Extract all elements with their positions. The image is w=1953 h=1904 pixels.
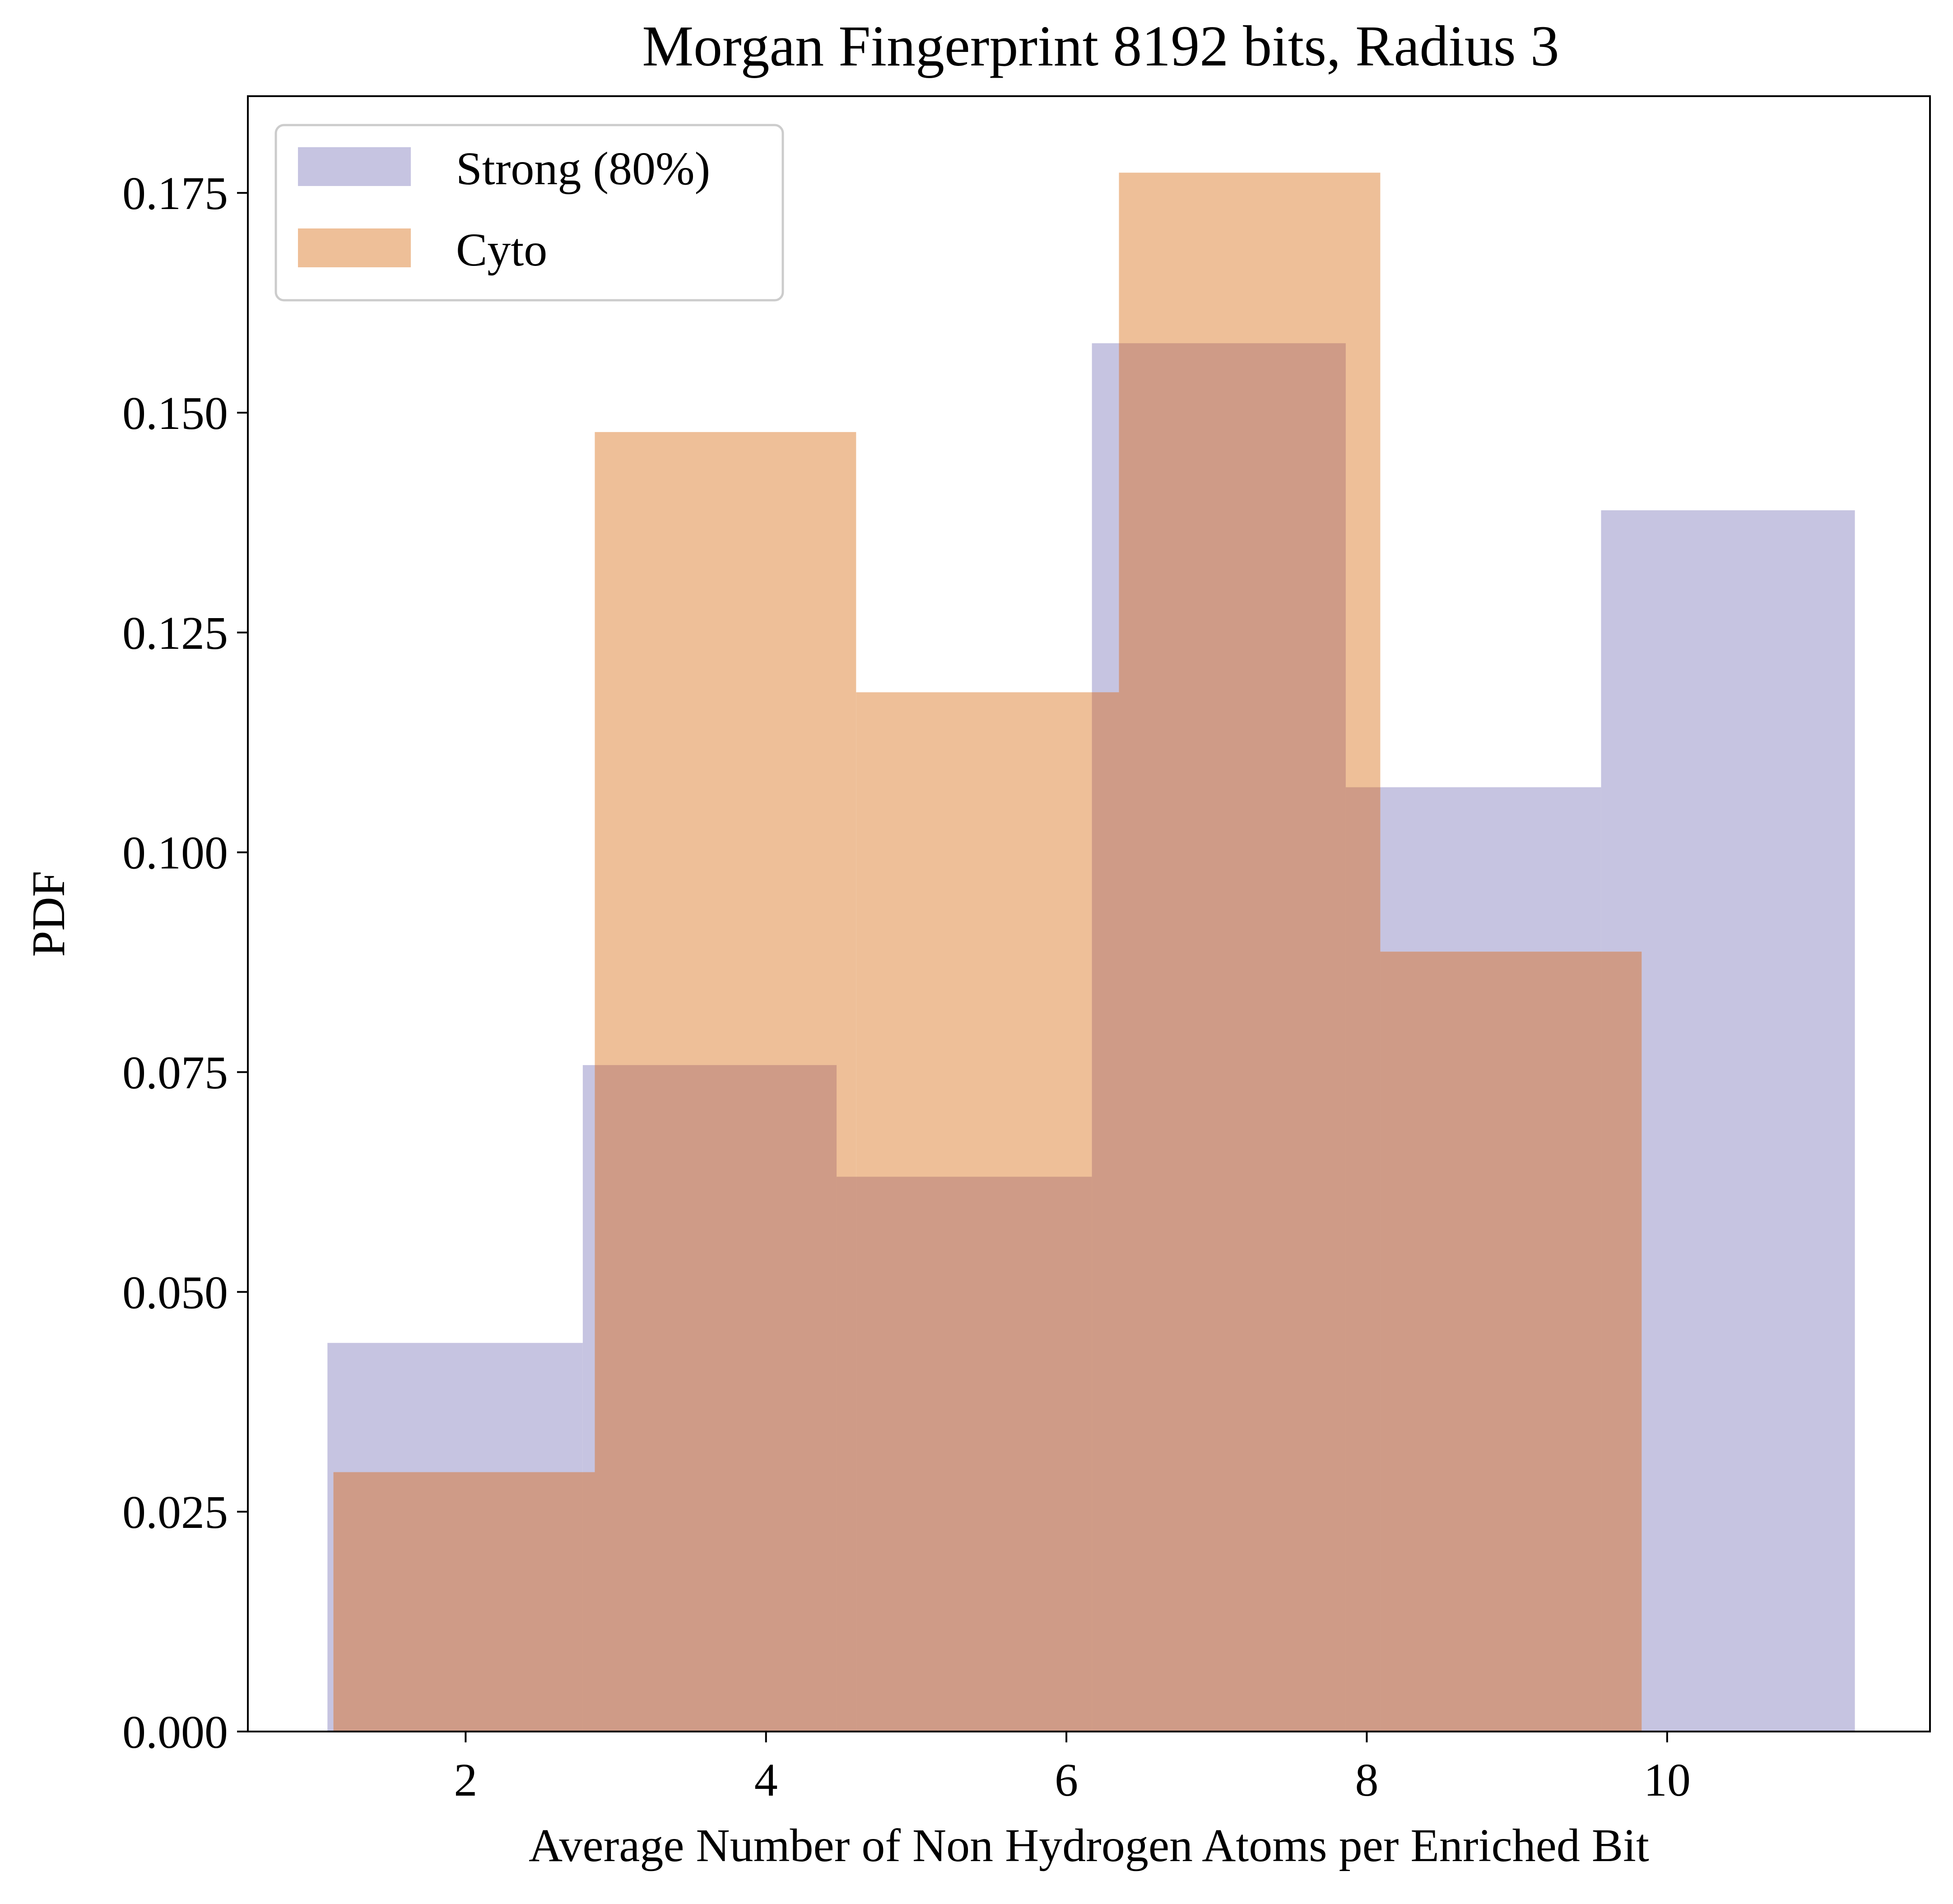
bar-overlap <box>1380 951 1601 1732</box>
y-tick-label: 0.100 <box>122 827 228 879</box>
x-axis-ticks: 2 4 6 8 10 <box>454 1732 1691 1806</box>
x-tick-label: 8 <box>1355 1754 1378 1806</box>
chart-title: Morgan Fingerprint 8192 bits, Radius 3 <box>642 14 1559 78</box>
y-tick-label: 0.000 <box>122 1706 228 1758</box>
y-axis-label: PDF <box>23 871 74 957</box>
legend-swatch-cyto <box>298 228 411 267</box>
x-tick-label: 4 <box>754 1754 778 1806</box>
bar-overlap <box>1601 951 1642 1732</box>
legend: Strong (80%) Cyto <box>274 124 784 302</box>
y-tick-label: 0.075 <box>122 1047 228 1099</box>
bar-overlap <box>1119 343 1346 1732</box>
x-tick-label: 2 <box>454 1754 477 1806</box>
y-tick-label: 0.050 <box>122 1266 228 1318</box>
y-tick-label: 0.150 <box>122 387 228 439</box>
y-tick-label: 0.175 <box>122 168 228 219</box>
y-tick-label: 0.125 <box>122 607 228 659</box>
bar-overlap <box>1345 787 1381 1732</box>
bar-overlap <box>595 1065 837 1732</box>
x-tick-label: 6 <box>1055 1754 1078 1806</box>
legend-label-cyto: Cyto <box>456 224 547 276</box>
y-axis-ticks: 0.000 0.025 0.050 0.075 0.100 0.125 0.150 0.175 <box>122 168 248 1758</box>
y-tick-label: 0.025 <box>122 1486 228 1538</box>
bar-strong-6 <box>1601 510 1855 1732</box>
bar-overlap <box>837 1177 856 1732</box>
legend-swatch-strong <box>298 147 411 186</box>
bar-overlap <box>333 1472 583 1732</box>
bar-overlap <box>1092 692 1119 1732</box>
x-tick-label: 10 <box>1644 1754 1691 1806</box>
bars-layer <box>327 172 1855 1732</box>
bar-overlap <box>582 1472 595 1732</box>
bar-overlap <box>856 1177 1092 1732</box>
legend-label-strong: Strong (80%) <box>456 143 710 195</box>
x-axis-label: Average Number of Non Hydrogen Atoms per… <box>529 1820 1649 1871</box>
plot-frame <box>247 95 1931 1732</box>
